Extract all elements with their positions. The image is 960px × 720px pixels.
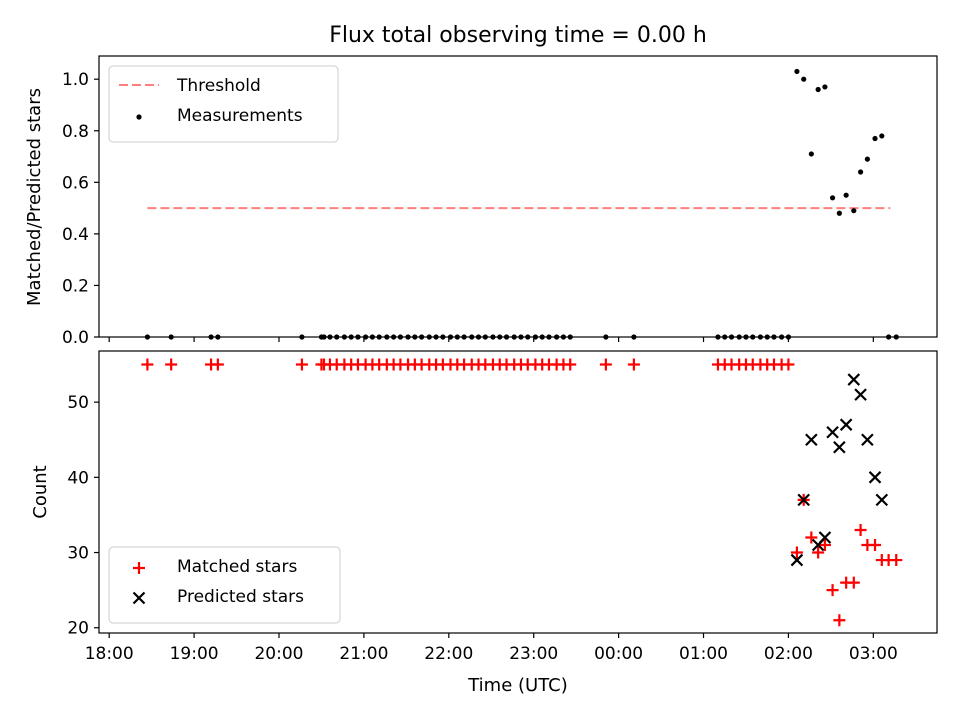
matched-point xyxy=(141,358,154,371)
matched-point xyxy=(833,614,846,627)
predicted-point xyxy=(861,433,874,447)
bottom-axes: 20 30 40 50 18:00 19:00 20:00 21:00 22:00 23:00 00… xyxy=(67,350,938,664)
x-tick-label: 02:00 xyxy=(764,644,813,664)
chart-title: Flux total observing time = 0.00 h xyxy=(329,23,707,48)
predicted-point xyxy=(790,553,804,567)
series-predicted-stars xyxy=(790,373,889,567)
legend-box xyxy=(108,546,341,624)
x-tick-label: 23:00 xyxy=(509,644,558,664)
predicted-point xyxy=(854,388,867,401)
matched-point xyxy=(805,531,818,544)
predicted-point xyxy=(833,440,846,454)
data-point xyxy=(822,84,828,90)
data-point xyxy=(879,133,885,139)
predicted-point xyxy=(797,493,810,507)
matched-point xyxy=(782,358,795,371)
data-point xyxy=(801,76,807,82)
data-point xyxy=(843,192,849,198)
predicted-point xyxy=(875,493,889,507)
data-point xyxy=(864,156,870,162)
matched-point xyxy=(165,358,178,371)
predicted-point xyxy=(826,425,839,439)
top-y-axis-label: Matched/Predicted stars xyxy=(24,88,45,306)
x-tick-label: 19:00 xyxy=(170,644,219,664)
data-point xyxy=(851,208,857,214)
bottom-y-axis-label: Count xyxy=(30,465,51,518)
legend-label: Predicted stars xyxy=(177,587,304,607)
legend-label: Threshold xyxy=(176,76,261,96)
x-tick-label: 20:00 xyxy=(254,644,303,664)
x-tick-label: 03:00 xyxy=(849,644,898,664)
y-tick-label: 30 xyxy=(67,544,89,564)
matched-point xyxy=(826,584,839,597)
matched-point xyxy=(627,358,640,371)
y-tick-label: 0.4 xyxy=(62,225,89,245)
plot-frame xyxy=(98,55,938,338)
matched-point xyxy=(564,358,577,371)
top-axes: 0.0 0.2 0.4 0.6 0.8 1.0 Threshold Measurements xyxy=(62,55,938,348)
series-matched-stars xyxy=(141,358,903,627)
x-tick-label: 18:00 xyxy=(85,644,134,664)
matched-point xyxy=(847,576,860,589)
data-point xyxy=(794,68,800,75)
matched-point xyxy=(818,539,831,552)
legend-swatch xyxy=(133,562,145,574)
plot-frame xyxy=(98,350,938,634)
legend: Matched stars Predicted stars xyxy=(108,546,341,624)
matched-point xyxy=(790,546,803,559)
matched-point xyxy=(854,523,867,536)
y-tick-label: 20 xyxy=(67,619,89,639)
y-tick-label: 1.0 xyxy=(62,70,89,90)
matched-point xyxy=(211,358,224,371)
predicted-point xyxy=(868,471,882,484)
data-point xyxy=(857,169,864,175)
matched-point xyxy=(295,358,308,371)
y-tick-label: 40 xyxy=(67,468,89,488)
x-tick-label: 22:00 xyxy=(424,644,473,664)
y-tick-label: 0.6 xyxy=(62,173,89,193)
legend-swatch xyxy=(132,591,146,605)
x-tick-label: 21:00 xyxy=(339,644,388,664)
x-tick-label: 01:00 xyxy=(679,644,728,664)
y-tick-label: 50 xyxy=(67,393,89,413)
data-point xyxy=(829,195,836,201)
data-point xyxy=(836,210,842,216)
predicted-point xyxy=(805,433,818,447)
data-point xyxy=(815,86,821,93)
matched-point xyxy=(869,539,882,552)
x-axis-label: Time (UTC) xyxy=(467,675,568,696)
data-point xyxy=(808,151,814,157)
predicted-point xyxy=(839,418,853,431)
matched-point xyxy=(890,554,903,567)
x-tick-label: 00:00 xyxy=(594,644,643,664)
legend-label: Matched stars xyxy=(177,557,297,577)
legend-swatch xyxy=(136,114,142,120)
predicted-point xyxy=(847,373,861,386)
data-point xyxy=(872,135,878,142)
y-tick-label: 0.0 xyxy=(62,328,89,348)
matched-point xyxy=(812,546,825,559)
predicted-point xyxy=(818,531,832,544)
legend-box xyxy=(108,65,339,143)
matched-point xyxy=(599,358,612,371)
y-tick-label: 0.2 xyxy=(62,276,89,296)
y-tick-label: 0.8 xyxy=(62,122,89,142)
legend-label: Measurements xyxy=(177,106,303,126)
legend: Threshold Measurements xyxy=(108,65,339,143)
